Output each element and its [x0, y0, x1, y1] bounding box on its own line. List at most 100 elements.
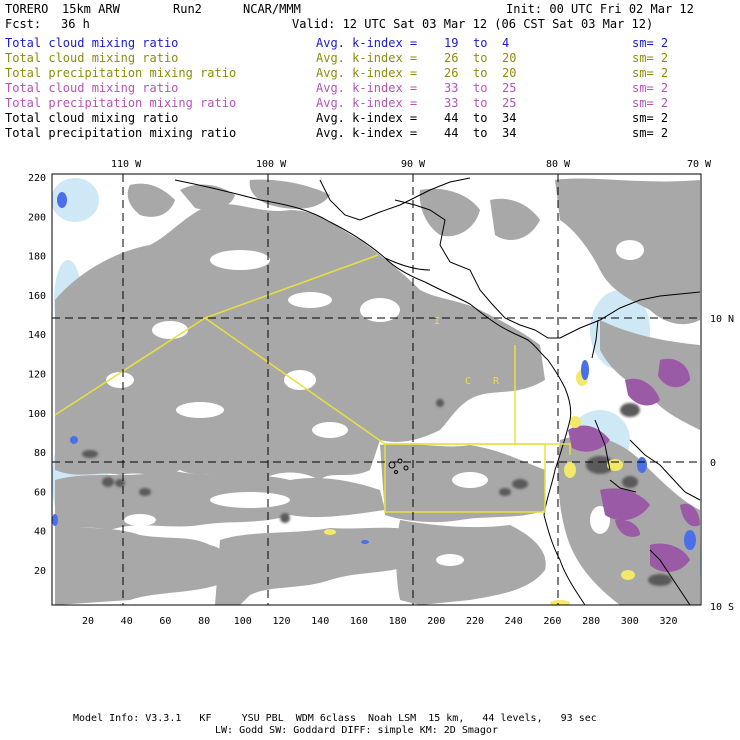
y-tick-label: 140: [28, 330, 46, 341]
latitude-labels: 10 N 0 10 S: [710, 314, 734, 613]
legend-smoothing: sm= 2: [632, 36, 669, 50]
longitude-labels: 110 W 100 W 90 W 80 W 70 W: [111, 159, 712, 170]
legend-k-end: 34: [502, 111, 517, 125]
cloud-field: [52, 174, 701, 605]
legend-smoothing: sm= 2: [632, 126, 669, 140]
lon-label: 80 W: [546, 159, 571, 170]
valid-time: Valid: 12 UTC Sat 03 Mar 12 (06 CST Sat …: [292, 17, 654, 31]
stray-mark-r: R: [493, 376, 500, 387]
x-tick-label: 120: [272, 616, 290, 627]
y-tick-label: 160: [28, 291, 46, 302]
legend-to: to: [473, 111, 488, 125]
legend-k-start: 26: [444, 51, 459, 65]
legend-k-start: 26: [444, 66, 459, 80]
legend-field: Total cloud mixing ratio: [5, 51, 179, 65]
lat-lon-grid: [52, 174, 701, 605]
legend-k-end: 20: [502, 66, 517, 80]
legend-smoothing: sm= 2: [632, 111, 669, 125]
cloud-ice-specks: [52, 192, 696, 550]
legend-to: to: [473, 36, 488, 50]
y-tick-label: 60: [34, 487, 46, 498]
model-name: TORERO: [5, 2, 49, 16]
moderate-precip-patches: [324, 370, 635, 605]
y-tick-label: 80: [34, 448, 46, 459]
model-info: Model Info: V3.3.1 KF YSU PBL WDM 6class…: [73, 713, 597, 724]
y-tick-label: 220: [28, 173, 46, 184]
legend-avg-label: Avg. k-index =: [316, 81, 418, 95]
physics-info: LW: Godd SW: Goddard DIFF: simple KM: 2D…: [215, 725, 498, 736]
y-tick-label: 100: [28, 409, 46, 420]
y-grid-ticks: 20 40 60 80 100 120 140 160 180 200 220: [28, 173, 46, 577]
x-tick-label: 60: [159, 616, 171, 627]
x-tick-label: 220: [466, 616, 484, 627]
lat-label: 10 N: [710, 314, 734, 325]
legend-k-end: 4: [502, 36, 510, 50]
stray-mark-c: C: [465, 376, 471, 387]
y-tick-label: 200: [28, 212, 46, 223]
legend-to: to: [473, 51, 488, 65]
x-grid-ticks: 20 40 60 80 100 120 140 160 180 200 220 240 260 280 30…: [82, 616, 678, 627]
legend-field: Total cloud mixing ratio: [5, 81, 179, 95]
legend-k-end: 34: [502, 126, 517, 140]
map-frame: [51, 173, 702, 606]
legend-k-start: 44: [444, 126, 459, 140]
legend-field: Total precipitation mixing ratio: [5, 126, 237, 140]
x-tick-label: 260: [543, 616, 561, 627]
region-outlines: [54, 254, 571, 513]
dense-cloud-cores: [82, 399, 672, 586]
legend-k-start: 19: [444, 36, 459, 50]
y-tick-label: 180: [28, 252, 46, 263]
x-tick-label: 140: [311, 616, 329, 627]
legend-avg-label: Avg. k-index =: [316, 111, 418, 125]
y-tick-label: 120: [28, 370, 46, 381]
x-tick-label: 100: [234, 616, 252, 627]
clear-sky-gaps: [106, 240, 644, 566]
lat-label: 10 S: [710, 602, 734, 613]
organization: NCAR/MMM: [243, 2, 301, 16]
x-tick-label: 80: [198, 616, 210, 627]
y-tick-label: 40: [34, 527, 46, 538]
legend-k-end: 25: [502, 96, 517, 110]
legend-avg-label: Avg. k-index =: [316, 51, 418, 65]
legend-avg-label: Avg. k-index =: [316, 66, 418, 80]
x-tick-label: 180: [389, 616, 407, 627]
legend-k-end: 20: [502, 51, 517, 65]
legend-field: Total precipitation mixing ratio: [5, 66, 237, 80]
legend-avg-label: Avg. k-index =: [316, 126, 418, 140]
x-tick-label: 280: [582, 616, 600, 627]
x-tick-label: 160: [350, 616, 368, 627]
legend-smoothing: sm= 2: [632, 96, 669, 110]
lon-label: 100 W: [256, 159, 287, 170]
legend-field: Total cloud mixing ratio: [5, 111, 179, 125]
stray-mark-i: I: [434, 316, 440, 327]
lon-label: 110 W: [111, 159, 142, 170]
legend-k-start: 33: [444, 81, 459, 95]
run-label: Run2: [173, 2, 202, 16]
x-tick-label: 240: [505, 616, 523, 627]
legend-avg-label: Avg. k-index =: [316, 36, 418, 50]
legend-to: to: [473, 66, 488, 80]
legend-field: Total precipitation mixing ratio: [5, 96, 237, 110]
coastlines: [174, 177, 701, 605]
legend-k-start: 33: [444, 96, 459, 110]
legend-smoothing: sm= 2: [632, 51, 669, 65]
galapagos-islands: [388, 458, 409, 474]
legend-to: to: [473, 126, 488, 140]
x-tick-label: 320: [659, 616, 677, 627]
legend-field: Total cloud mixing ratio: [5, 36, 179, 50]
legend-k-start: 44: [444, 111, 459, 125]
legend-smoothing: sm= 2: [632, 66, 669, 80]
legend-avg-label: Avg. k-index =: [316, 96, 418, 110]
heavy-precip-areas: [568, 358, 700, 572]
y-tick-label: 20: [34, 566, 46, 577]
init-time: Init: 00 UTC Fri 02 Mar 12: [506, 2, 694, 16]
legend-k-end: 25: [502, 81, 517, 95]
legend-to: to: [473, 81, 488, 95]
x-tick-label: 300: [621, 616, 639, 627]
legend-smoothing: sm= 2: [632, 81, 669, 95]
x-tick-label: 200: [427, 616, 445, 627]
x-tick-label: 40: [121, 616, 133, 627]
model-resolution: 15km ARW: [62, 2, 120, 16]
legend-to: to: [473, 96, 488, 110]
